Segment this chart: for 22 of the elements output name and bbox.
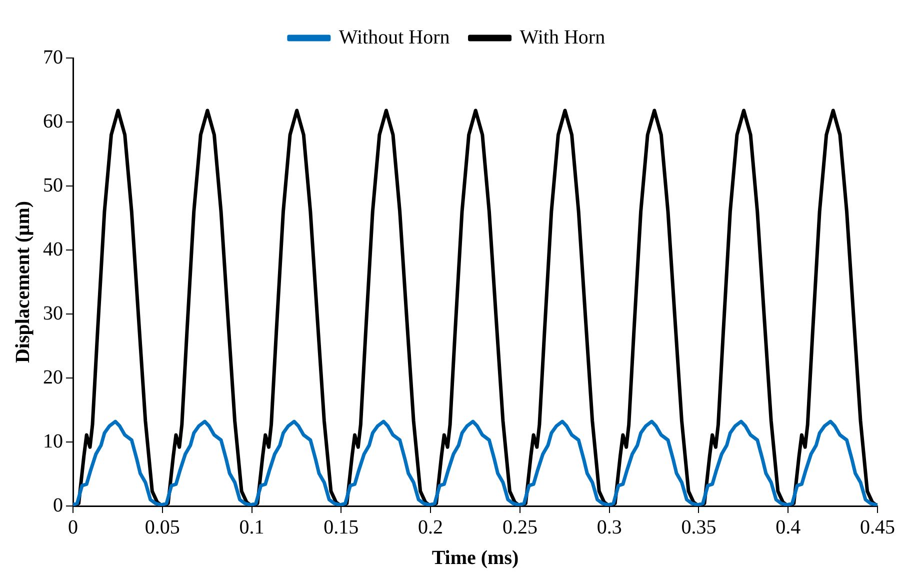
x-tick-label: 0.3	[596, 516, 622, 538]
y-tick-label: 70	[43, 46, 63, 68]
y-tick-label: 50	[43, 174, 63, 196]
y-tick-label: 20	[43, 366, 63, 388]
x-tick-label: 0.1	[239, 516, 264, 538]
x-axis-title: Time (ms)	[432, 547, 519, 570]
x-tick-label: 0	[68, 516, 78, 538]
x-tick-label: 0.05	[144, 516, 180, 538]
x-tick-label: 0.35	[681, 516, 716, 538]
y-axis-title: Displacement (µm)	[12, 200, 34, 364]
x-tick-label: 0.2	[418, 516, 444, 538]
y-tick-label: 10	[43, 430, 63, 452]
y-tick-label: 30	[43, 302, 63, 324]
legend-label: Without Horn	[338, 26, 450, 48]
x-tick-label: 0.15	[324, 516, 359, 538]
x-tick-label: 0.45	[860, 516, 895, 538]
y-tick-label: 40	[43, 238, 63, 260]
y-tick-label: 0	[53, 494, 63, 516]
y-tick-label: 60	[43, 110, 63, 132]
x-tick-label: 0.4	[776, 516, 801, 538]
legend-label: With Horn	[520, 26, 606, 48]
x-tick-label: 0.25	[502, 516, 538, 538]
